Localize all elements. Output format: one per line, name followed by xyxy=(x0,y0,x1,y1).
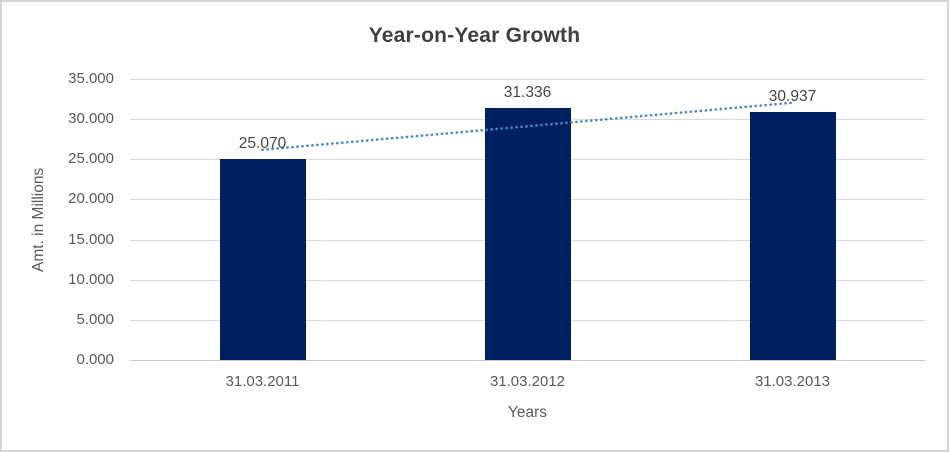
y-tick-label: 25.000 xyxy=(68,150,114,168)
plot-area: 25.070 31.336 30.937 xyxy=(130,79,925,361)
x-axis-title: Years xyxy=(507,404,548,421)
bar-31-03-2013 xyxy=(749,111,836,360)
y-tick-label: 15.000 xyxy=(68,230,114,248)
x-axis-tick-labels: 31.03.2011 31.03.2012 31.03.2013 xyxy=(130,373,925,390)
x-tick-label: 31.03.2011 xyxy=(225,373,300,390)
y-tick-label: 10.000 xyxy=(68,270,114,288)
bar-value-label: 31.336 xyxy=(503,84,552,102)
y-tick-label: 0.000 xyxy=(76,350,114,368)
y-tick-label: 20.000 xyxy=(68,190,114,208)
trendline xyxy=(261,101,794,152)
x-tick-label: 31.03.2013 xyxy=(754,373,831,390)
y-tick-label: 30.000 xyxy=(68,110,114,128)
chart-title: Year-on-Year Growth xyxy=(368,24,581,47)
bar-value-label: 25.070 xyxy=(238,134,287,152)
bar-31-03-2012 xyxy=(484,108,571,360)
y-tick-label: 5.000 xyxy=(76,310,114,328)
x-tick-label: 31.03.2012 xyxy=(489,373,566,390)
bar-value-label: 30.937 xyxy=(768,87,817,105)
y-tick-label: 35.000 xyxy=(68,70,114,87)
bar-31-03-2011 xyxy=(219,158,306,360)
y-axis-tick-labels: 35.000 30.000 25.000 20.000 15.000 10.00… xyxy=(2,70,114,369)
